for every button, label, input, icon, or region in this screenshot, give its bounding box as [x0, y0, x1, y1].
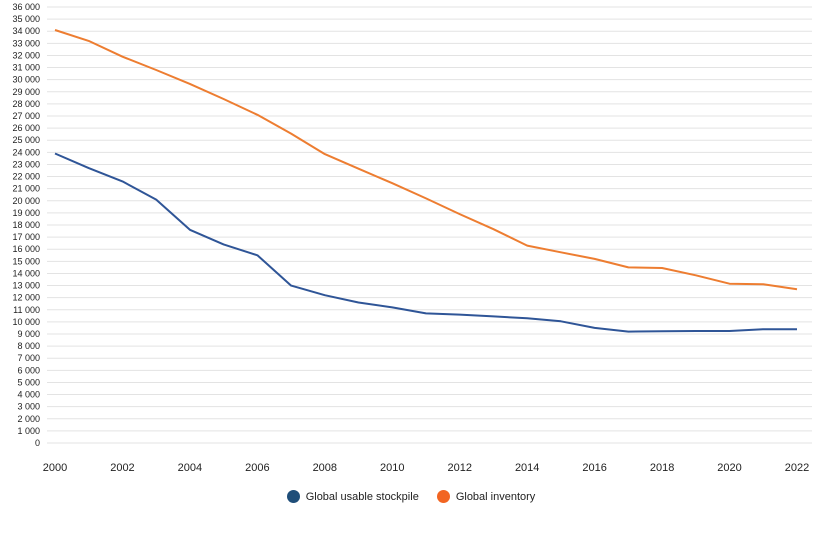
y-tick-label: 16 000 [12, 244, 40, 254]
y-tick-label: 5 000 [17, 377, 40, 387]
x-tick-label: 2012 [447, 462, 471, 474]
y-tick-label: 30 000 [12, 75, 40, 85]
y-tick-label: 2 000 [17, 414, 40, 424]
y-tick-label: 18 000 [12, 220, 40, 230]
y-tick-label: 25 000 [12, 135, 40, 145]
legend-marker-global-inventory [436, 490, 450, 503]
series-line-global-inventory [54, 29, 798, 291]
y-tick-label: 10 000 [12, 317, 40, 327]
x-tick-label: 2002 [110, 462, 134, 474]
y-tick-label: 7 000 [17, 353, 40, 363]
y-tick-label: 34 000 [12, 26, 40, 36]
series-lines [54, 29, 798, 333]
x-tick-label: 2010 [380, 462, 404, 474]
y-tick-label: 19 000 [12, 208, 40, 218]
y-tick-label: 32 000 [12, 50, 40, 60]
y-tick-label: 22 000 [12, 172, 40, 182]
y-tick-label: 4 000 [17, 390, 40, 400]
y-tick-label: 8 000 [17, 341, 40, 351]
x-tick-label: 2022 [785, 462, 809, 474]
y-tick-label: 29 000 [12, 87, 40, 97]
x-tick-label: 2016 [582, 462, 606, 474]
y-tick-label: 31 000 [12, 63, 40, 73]
y-tick-label: 0 [35, 438, 40, 448]
y-tick-label: 21 000 [12, 184, 40, 194]
y-tick-label: 20 000 [12, 196, 40, 206]
y-tick-label: 14 000 [12, 268, 40, 278]
x-tick-label: 2020 [717, 462, 741, 474]
y-tick-label: 35 000 [12, 14, 40, 24]
y-tick-label: 28 000 [12, 99, 40, 109]
y-tick-label: 23 000 [12, 159, 40, 169]
legend-label-global-inventory: Global inventory [455, 490, 536, 503]
x-tick-label: 2014 [515, 462, 539, 474]
y-tick-label: 13 000 [12, 281, 40, 291]
x-tick-label: 2018 [650, 462, 674, 474]
legend-item-global-inventory[interactable]: Global inventory [436, 490, 536, 503]
x-tick-label: 2000 [43, 462, 67, 474]
x-tick-label: 2004 [178, 462, 202, 474]
y-tick-label: 12 000 [12, 293, 40, 303]
legend: Global usable stockpile Global inventory [0, 490, 822, 503]
y-tick-label: 36 000 [12, 2, 40, 12]
legend-item-usable-stockpile[interactable]: Global usable stockpile [286, 490, 419, 503]
y-axis-ticks: 0 1 000 2 000 3 000 4 000 5 000 6 000 7 000 8 00… [12, 2, 40, 448]
x-axis-ticks: 2000 2002 2004 2006 2008 2010 2012 2014 2016 2018… [43, 462, 809, 474]
y-tick-label: 3 000 [17, 402, 40, 412]
y-tick-label: 17 000 [12, 232, 40, 242]
x-tick-label: 2008 [313, 462, 337, 474]
y-tick-label: 24 000 [12, 147, 40, 157]
legend-marker-usable-stockpile [286, 490, 300, 503]
y-tick-label: 27 000 [12, 111, 40, 121]
y-tick-label: 33 000 [12, 38, 40, 48]
y-tick-label: 11 000 [13, 305, 40, 315]
y-tick-label: 9 000 [17, 329, 40, 339]
series-line-global-usable-stockpile [54, 152, 797, 333]
y-tick-label: 26 000 [12, 123, 40, 133]
y-tick-label: 1 000 [17, 426, 40, 436]
gridlines [47, 6, 812, 444]
x-tick-label: 2006 [245, 462, 269, 474]
y-tick-label: 6 000 [17, 365, 40, 375]
legend-label-usable-stockpile: Global usable stockpile [305, 490, 419, 503]
y-tick-label: 15 000 [12, 256, 40, 266]
